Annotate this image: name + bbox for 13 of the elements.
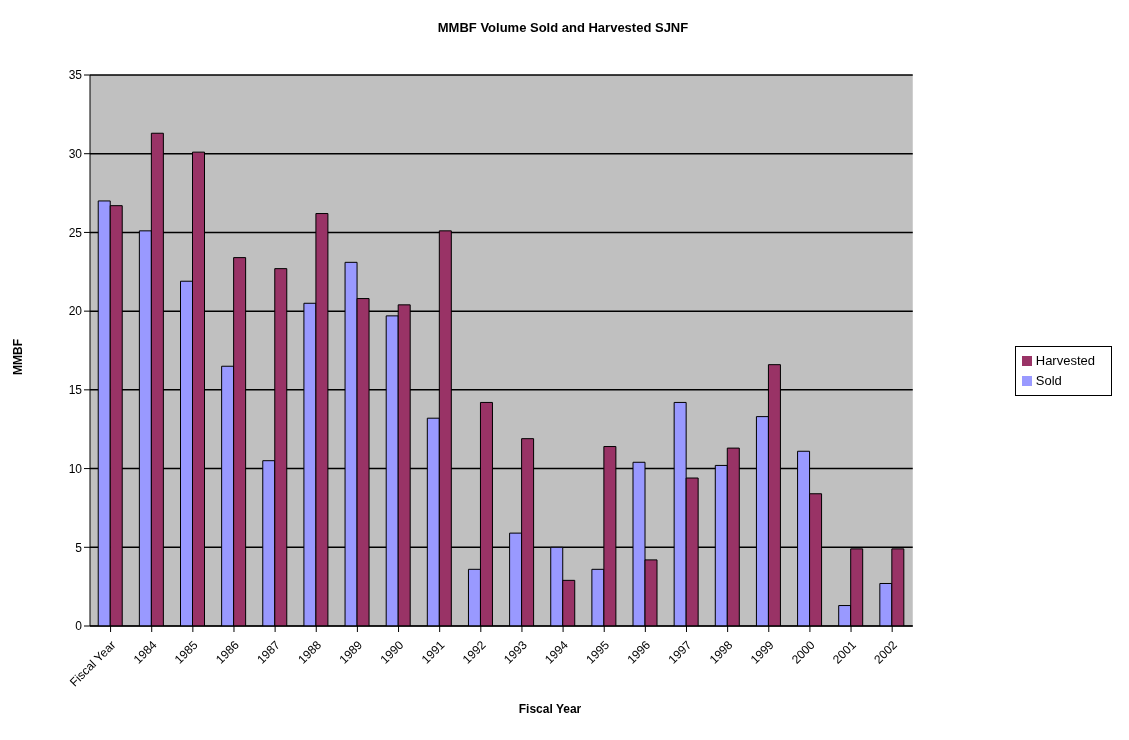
y-tick-label: 5 xyxy=(75,540,83,555)
y-tick-label: 35 xyxy=(68,68,83,83)
x-axis-title: Fiscal Year xyxy=(517,702,583,716)
y-tick-label: 0 xyxy=(75,619,83,634)
y-tick-label: 15 xyxy=(68,383,83,398)
legend-label: Sold xyxy=(1035,372,1062,388)
legend-label: Harvested xyxy=(1035,352,1095,368)
y-tick-label: 20 xyxy=(68,304,83,319)
y-tick-label: 25 xyxy=(68,225,83,240)
y-tick-label: 30 xyxy=(68,146,83,161)
y-axis-title: MMBF xyxy=(11,338,25,377)
y-tick-label: 10 xyxy=(68,461,83,476)
chart-title: MMBF Volume Sold and Harvested SJNF xyxy=(436,20,690,35)
